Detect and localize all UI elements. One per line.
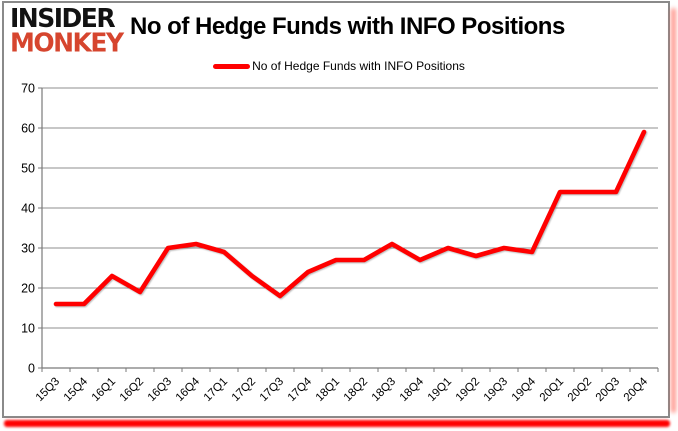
- x-axis-tick-label: 16Q2: [118, 376, 146, 404]
- legend-line-swatch: [213, 63, 251, 69]
- y-axis-tick-label: 60: [21, 122, 35, 136]
- x-axis-tick-label: 20Q3: [594, 376, 622, 404]
- x-axis-tick-label: 19Q3: [482, 376, 510, 404]
- x-axis-tick-label: 17Q3: [258, 376, 286, 404]
- series-line: [53, 129, 647, 307]
- x-axis-tick-label: 18Q1: [314, 376, 342, 404]
- x-axis-tick-label: 18Q3: [370, 376, 398, 404]
- x-axis-tick-label: 18Q4: [398, 375, 427, 404]
- y-axis-tick-label: 20: [21, 282, 35, 296]
- x-axis-tick-label: 19Q4: [510, 375, 539, 404]
- x-axis-tick-label: 20Q4: [622, 375, 651, 404]
- red-accent-bar-bottom: [4, 420, 670, 427]
- y-axis-tick-label: 0: [28, 362, 35, 376]
- insider-monkey-logo: INSIDER MONKEY: [10, 3, 140, 58]
- chart-title: No of Hedge Funds with INFO Positions: [130, 13, 565, 40]
- legend-label: No of Hedge Funds with INFO Positions: [252, 59, 465, 73]
- chart-frame: [2, 1, 670, 418]
- y-axis-tick-label: 40: [21, 202, 35, 216]
- x-axis-tick-label: 17Q1: [202, 376, 230, 404]
- logo-line-insider: INSIDER: [10, 3, 116, 34]
- y-axis-tick-label: 10: [21, 322, 35, 336]
- x-axis-tick-label: 20Q1: [538, 376, 566, 404]
- x-axis-tick-label: 19Q1: [426, 376, 454, 404]
- chart-legend: No of Hedge Funds with INFO Positions: [0, 59, 678, 73]
- y-axis-tick-label: 30: [21, 242, 35, 256]
- x-axis-tick-label: 18Q2: [342, 376, 370, 404]
- red-accent-glow-right: [671, 8, 676, 413]
- x-axis-tick-label: 16Q4: [174, 375, 203, 404]
- x-axis-tick-label: 15Q3: [34, 376, 62, 404]
- logo-line-monkey: MONKEY: [10, 27, 124, 58]
- y-axis-tick-label: 50: [21, 162, 35, 176]
- x-axis-tick-label: 16Q3: [146, 376, 174, 404]
- x-axis-tick-label: 16Q1: [90, 376, 118, 404]
- x-axis-tick-label: 15Q4: [62, 375, 91, 404]
- y-axis-tick-label: 70: [21, 82, 35, 96]
- x-axis-tick-label: 19Q2: [454, 376, 482, 404]
- x-axis-tick-label: 17Q4: [286, 375, 315, 404]
- x-axis-tick-label: 20Q2: [566, 376, 594, 404]
- x-axis-tick-label: 17Q2: [230, 376, 258, 404]
